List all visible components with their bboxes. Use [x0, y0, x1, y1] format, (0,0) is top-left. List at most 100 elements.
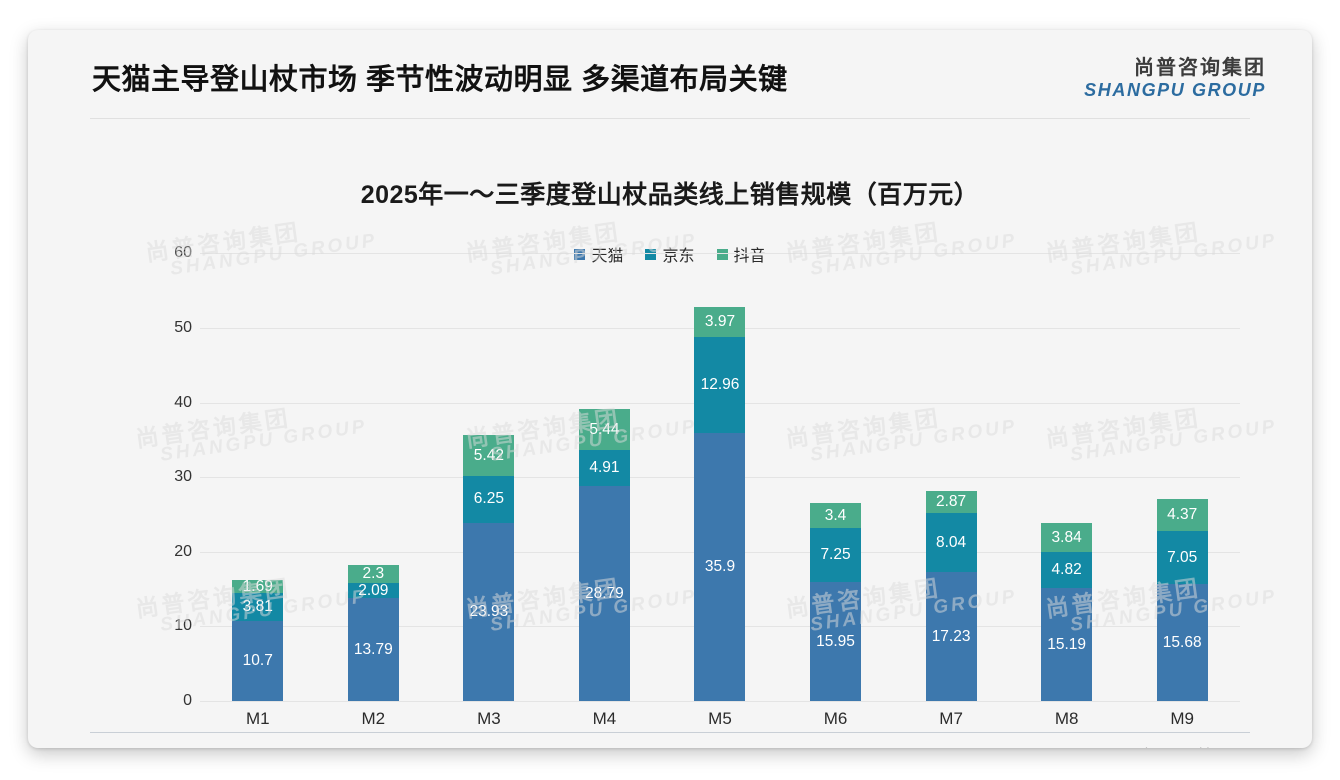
bar-value-label: 4.91 [589, 459, 620, 477]
bar-group[interactable]: 13.79 2.09 2.3 M2 [316, 253, 432, 728]
x-axis-tick-label: M5 [708, 709, 732, 728]
bar-segment-京东[interactable]: 3.81 [232, 592, 284, 622]
bar-stack[interactable]: 35.9 12.96 3.97 [694, 306, 746, 701]
bar-value-label: 7.05 [1167, 549, 1198, 566]
header-divider [90, 118, 1250, 119]
bar-value-label: 4.82 [1051, 560, 1082, 578]
bar-stack[interactable]: 13.79 2.09 2.3 [347, 565, 399, 701]
page-title: 天猫主导登山杖市场 季节性波动明显 多渠道布局关键 [92, 64, 788, 96]
bar-group[interactable]: 15.68 7.05 4.37 M9 [1124, 253, 1240, 728]
bar-segment-抖音[interactable]: 2.87 [925, 491, 977, 513]
bar-segment-天猫[interactable]: 35.9 [694, 433, 746, 701]
bar-stack[interactable]: 17.23 8.04 2.87 [925, 491, 977, 701]
bar-value-label: 23.93 [469, 603, 509, 620]
bar-segment-天猫[interactable]: 15.68 [1156, 584, 1208, 701]
bar-value-label: 28.79 [585, 584, 624, 602]
bar-segment-抖音[interactable]: 2.3 [347, 565, 399, 583]
bar-value-label: 13.79 [353, 640, 393, 658]
chart-title: 2025年一～三季度登山杖品类线上销售规模（百万元） [360, 181, 980, 209]
footer: ©2025.12 SHANGPU GROUP www.shangpu-china… [28, 742, 1312, 748]
bar-value-label: 2.87 [936, 493, 967, 511]
bar-value-label: 3.84 [1051, 528, 1082, 546]
y-axis-tick-label: 30 [174, 468, 192, 486]
bar-segment-天猫[interactable]: 17.23 [925, 572, 977, 701]
bar-group[interactable]: 17.23 8.04 2.87 M7 [893, 253, 1009, 728]
bar-value-label: 8.04 [936, 533, 967, 551]
bar-segment-京东[interactable]: 7.05 [1156, 531, 1208, 585]
bar-value-label: 2.09 [358, 581, 389, 599]
bar-value-label: 17.23 [931, 627, 971, 645]
y-axis-tick-label: 50 [174, 319, 192, 337]
bar-segment-京东[interactable]: 6.25 [463, 475, 515, 523]
bar-segment-天猫[interactable]: 15.19 [1041, 587, 1093, 701]
bar-value-label: 12.96 [700, 376, 740, 394]
bar-value-label: 35.9 [704, 558, 736, 576]
bar-stack[interactable]: 23.93 6.25 5.42 [463, 435, 515, 701]
bar-value-label: 7.25 [820, 546, 851, 564]
bar-segment-京东[interactable]: 12.96 [694, 336, 746, 434]
bar-value-label: 10.7 [242, 652, 273, 670]
y-axis-tick-label: 0 [183, 692, 192, 709]
bar-segment-抖音[interactable]: 3.4 [810, 502, 862, 528]
bar-value-label: 1.69 [242, 577, 273, 595]
y-axis-tick-label: 10 [174, 617, 192, 635]
legend-label: 京东 [662, 248, 695, 265]
x-axis-tick-label: M2 [361, 709, 386, 728]
x-axis-tick-label: M1 [245, 709, 270, 728]
x-axis-tick-label: M9 [1170, 709, 1195, 728]
bar-segment-天猫[interactable]: 23.93 [463, 522, 515, 701]
bar-segment-抖音[interactable]: 1.69 [232, 577, 284, 595]
legend-label: 抖音 [733, 248, 766, 265]
bar-group[interactable]: 35.9 12.96 3.97 M5 [662, 253, 778, 728]
bar-value-label: 15.68 [1162, 633, 1202, 651]
y-axis-tick-label: 40 [174, 393, 192, 411]
bar-segment-京东[interactable]: 2.09 [347, 581, 399, 599]
bar-segment-抖音[interactable]: 5.42 [463, 435, 515, 476]
bar-segment-天猫[interactable]: 28.79 [578, 486, 630, 701]
bar-value-label: 6.25 [473, 490, 504, 508]
bar-stack[interactable]: 15.95 7.25 3.4 [810, 502, 862, 701]
bar-stack[interactable]: 15.19 4.82 3.84 [1041, 523, 1093, 701]
footer-copyright: ©2025.12 SHANGPU GROUP [94, 745, 270, 748]
footer-website: www.shangpu-china.com [1107, 745, 1252, 748]
logo-english-text: SHANGPU GROUP [1084, 80, 1266, 100]
bar-segment-抖音[interactable]: 3.84 [1041, 523, 1093, 552]
bar-value-label: 5.44 [589, 420, 620, 438]
bar-value-label: 3.81 [242, 598, 273, 616]
bar-segment-天猫[interactable]: 15.95 [810, 582, 862, 701]
legend-label: 天猫 [591, 248, 624, 265]
header: 天猫主导登山杖市场 季节性波动明显 多渠道布局关键 尚普咨询集团 SHANGPU… [28, 30, 1312, 122]
bar-segment-京东[interactable]: 4.82 [1041, 551, 1093, 588]
bar-value-label: 5.42 [473, 446, 504, 464]
bar-segment-京东[interactable]: 4.91 [578, 449, 630, 487]
bar-group[interactable]: 23.93 6.25 5.42 M3 [431, 253, 547, 728]
bar-stack[interactable]: 28.79 4.91 5.44 [578, 409, 630, 701]
bar-group[interactable]: 28.79 4.91 5.44 M4 [547, 253, 663, 728]
bar-segment-天猫[interactable]: 10.7 [232, 621, 284, 701]
brand-logo: 尚普咨询集团 SHANGPU GROUP [1084, 58, 1266, 100]
bar-segment-天猫[interactable]: 13.79 [347, 598, 399, 701]
bar-group[interactable]: 10.7 3.81 1.69 M1 [200, 253, 316, 728]
bar-segment-京东[interactable]: 7.25 [810, 527, 862, 583]
bar-value-label: 3.4 [824, 506, 847, 524]
gridline [200, 253, 1240, 255]
bar-segment-抖音[interactable]: 5.44 [578, 409, 630, 450]
bar-segment-抖音[interactable]: 4.37 [1156, 498, 1208, 532]
bar-value-label: 15.95 [816, 632, 855, 650]
bar-value-label: 3.97 [704, 313, 736, 330]
bar-segment-抖音[interactable]: 3.97 [694, 306, 746, 337]
gridline [200, 701, 1240, 702]
y-axis-tick-label: 60 [174, 244, 192, 262]
bar-group[interactable]: 15.95 7.25 3.4 M6 [778, 253, 894, 728]
x-axis-tick-label: M7 [939, 709, 963, 728]
logo-chinese-text: 尚普咨询集团 [1134, 57, 1266, 79]
bar-group[interactable]: 15.19 4.82 3.84 M8 [1009, 253, 1125, 728]
bar-value-label: 2.3 [362, 565, 385, 583]
chart-plot-area: 0 10 20 30 40 50 60 10.7 3.81 1.69 M1 13.79 2.09 2.3… [170, 244, 1240, 728]
bar-segment-京东[interactable]: 8.04 [925, 512, 977, 573]
bar-value-label: 4.37 [1167, 506, 1198, 524]
slide-card: 尚普咨询集团 SHANGPU GROUP 尚普咨询集团 SHANGPU GROUP 尚普… [28, 30, 1312, 748]
y-axis-tick-label: 20 [174, 542, 192, 560]
bar-stack[interactable]: 10.7 3.81 1.69 [232, 577, 284, 701]
bar-stack[interactable]: 15.68 7.05 4.37 [1156, 498, 1208, 701]
